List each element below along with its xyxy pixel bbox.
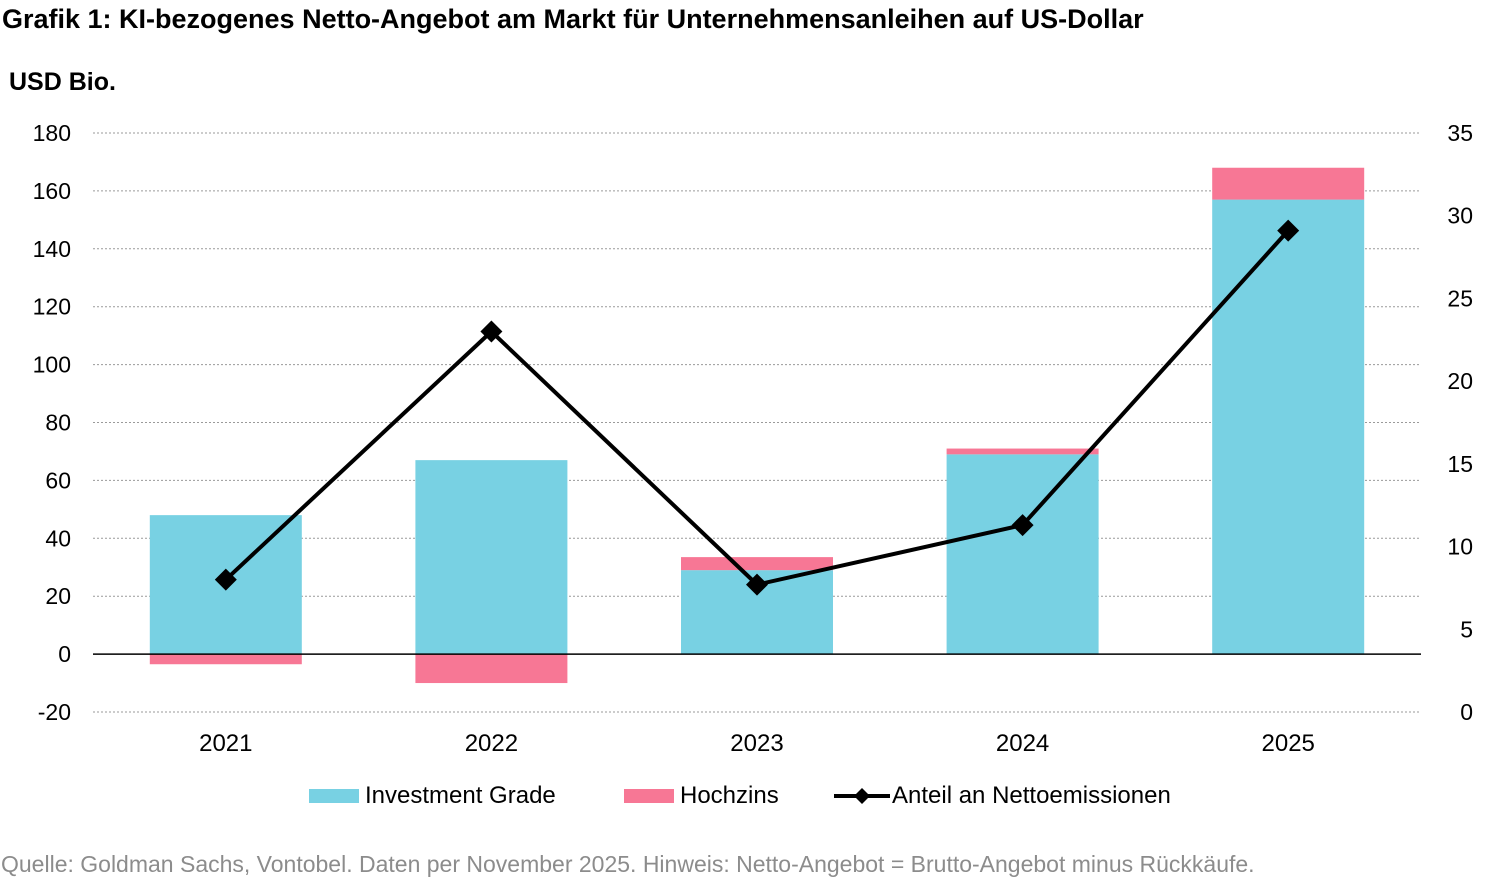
y2-tick-label: 15 (1447, 451, 1473, 477)
y2-tick-label: 35 (1447, 120, 1473, 146)
y2-tick-label: 10 (1447, 534, 1473, 560)
y2-tick-label: 0 (1460, 699, 1473, 725)
bar-investment-grade-2025 (1212, 199, 1365, 655)
bar-hochzins-2022 (415, 654, 568, 684)
y2-tick-label: 20 (1447, 368, 1473, 394)
share-marker-2022 (480, 320, 503, 343)
y2-tick-label: 30 (1447, 203, 1473, 229)
bar-hochzins-2024 (946, 448, 1099, 455)
y-tick-label: 160 (33, 178, 71, 204)
share-marker-2025 (1277, 219, 1300, 242)
y-tick-label: 60 (45, 467, 71, 493)
x-tick-label: 2025 (1262, 730, 1315, 757)
bar-investment-grade-2024 (946, 454, 1099, 655)
y-tick-label: 180 (33, 120, 71, 146)
bar-investment-grade-2022 (415, 460, 568, 655)
legend: Investment Grade Hochzins Anteil an Nett… (0, 782, 1500, 814)
y2-tick-label: 5 (1460, 616, 1473, 642)
x-tick-label: 2023 (730, 730, 783, 757)
bar-hochzins-2021 (149, 654, 302, 665)
x-axis-ticks: 2021 2022 2023 2024 2025 (199, 730, 1315, 757)
legend-swatch-investment-grade (309, 789, 359, 803)
share-series-line (224, 229, 1290, 587)
legend-label-hochzins: Hochzins (680, 782, 779, 809)
legend-swatch-share-line (834, 788, 890, 804)
x-tick-label: 2022 (465, 730, 518, 757)
y-tick-label: 80 (45, 410, 71, 436)
legend-swatch-hochzins (624, 789, 674, 803)
bar-hochzins-2023 (681, 557, 833, 571)
y-tick-label: 100 (33, 352, 71, 378)
share-marker-2024 (1011, 514, 1034, 537)
y-tick-label: 0 (58, 641, 71, 667)
bars (149, 167, 1365, 684)
y-tick-label: 20 (45, 583, 71, 609)
y-tick-label: 140 (33, 236, 71, 262)
source-note: Quelle: Goldman Sachs, Vontobel. Daten p… (1, 851, 1255, 877)
y-axis-left-ticks: -20 0 20 40 60 80 100 120 140 160 180 (33, 120, 71, 725)
chart-title: Grafik 1: KI-bezogenes Netto-Angebot am … (2, 4, 1144, 34)
share-marker-2023 (746, 573, 768, 596)
legend-item-investment-grade: Investment Grade (309, 782, 556, 810)
legend-item-share: Anteil an Nettoemissionen (834, 782, 1171, 810)
x-tick-label: 2021 (199, 730, 252, 757)
bar-hochzins-2025 (1212, 167, 1365, 200)
gridlines (93, 132, 1421, 713)
y-axis-unit-label: USD Bio. (9, 68, 116, 96)
y-axis-right-ticks: 0 5 10 15 20 25 30 35 (1447, 120, 1473, 725)
share-marker-2021 (214, 568, 237, 591)
y2-tick-label: 25 (1447, 285, 1473, 311)
share-line (214, 219, 1300, 596)
legend-item-hochzins: Hochzins (624, 782, 779, 810)
y-tick-label: 40 (45, 525, 71, 551)
legend-label-share: Anteil an Nettoemissionen (892, 782, 1171, 809)
legend-label-investment-grade: Investment Grade (365, 782, 556, 809)
y-tick-label: 120 (33, 294, 71, 320)
x-tick-label: 2024 (996, 730, 1049, 757)
y-tick-label: -20 (38, 699, 71, 725)
